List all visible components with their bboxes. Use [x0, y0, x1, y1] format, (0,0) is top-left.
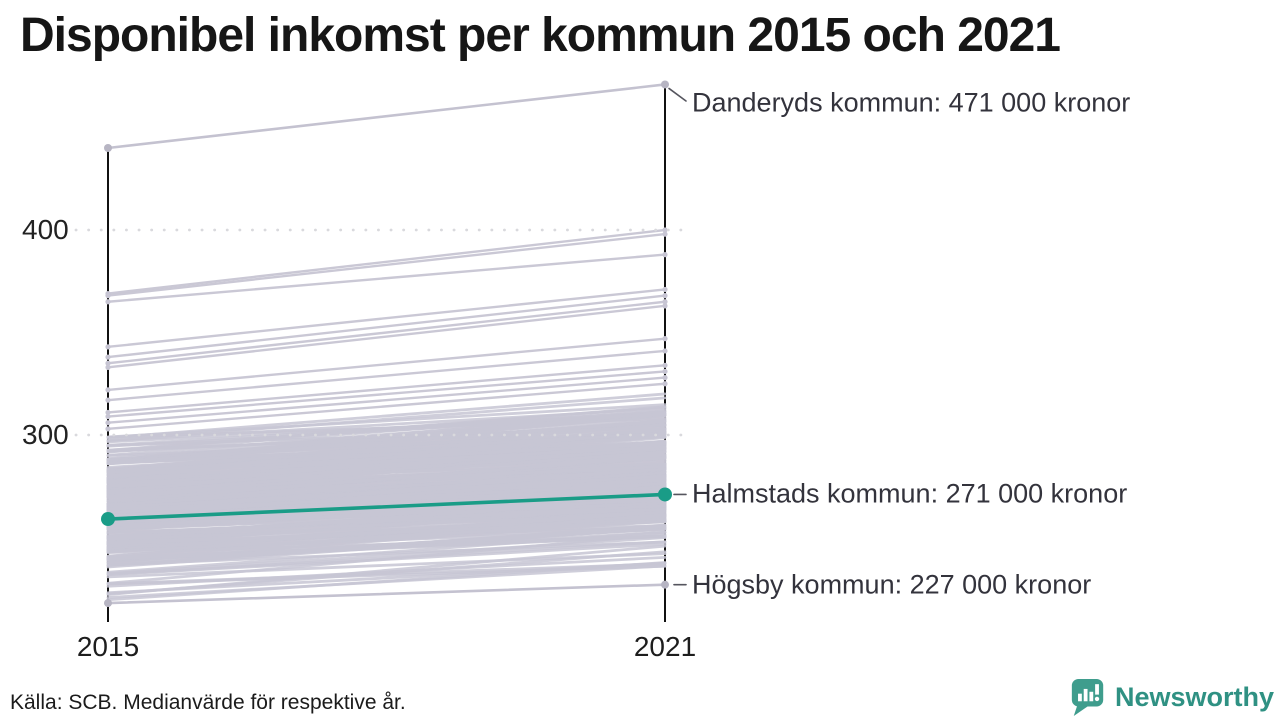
annotation-hogsby-kommun: Högsby kommun: 227 000 kronor [692, 569, 1092, 600]
newsworthy-logo-text: Newsworthy [1114, 681, 1274, 712]
annotation-danderyds-kommun: Danderyds kommun: 471 000 kronor [692, 87, 1131, 118]
chart-title: Disponibel inkomst per kommun 2015 och 2… [20, 9, 1061, 62]
y-axis-tick-label-400: 400 [22, 214, 69, 245]
x-axis-label-2021: 2021 [633, 631, 697, 662]
annotation-halmstads-kommun: Halmstads kommun: 271 000 kronor [692, 478, 1128, 509]
y-axis-tick-label-300: 300 [22, 419, 69, 450]
source-note: Källa: SCB. Medianvärde för respektive å… [10, 691, 406, 714]
newsworthy-chart-bubble-icon [1071, 678, 1104, 716]
newsworthy-logo: Newsworthy [1069, 677, 1274, 717]
x-axis-label-2015: 2015 [76, 631, 140, 662]
